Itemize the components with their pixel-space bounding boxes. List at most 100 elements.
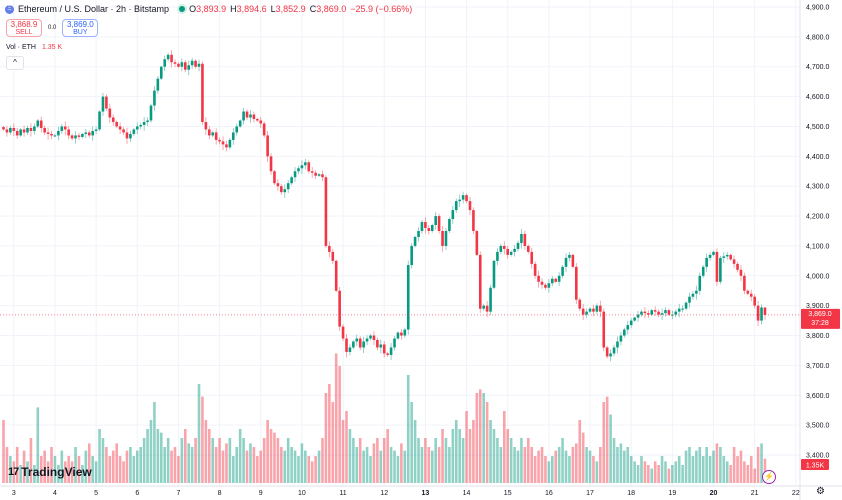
volume-bar: [612, 438, 616, 483]
candle-up: [94, 129, 98, 131]
tradingview-logo[interactable]: 17 TradingView: [8, 465, 92, 479]
candle-up: [496, 251, 499, 261]
volume-bar: [478, 389, 482, 483]
volume-bar: [50, 447, 53, 483]
volume-bar: [475, 393, 479, 483]
candle-up: [561, 266, 564, 276]
volume-bar: [647, 465, 650, 483]
candle-down: [5, 129, 9, 133]
date-tick-label: 5: [94, 490, 98, 497]
volume-legend[interactable]: Vol · ETH 1.35 K: [6, 44, 62, 51]
candle-down: [653, 310, 657, 312]
volume-bar: [283, 450, 287, 483]
candle-up: [317, 174, 321, 176]
candle-down: [108, 108, 112, 118]
market-status-icon[interactable]: [179, 6, 186, 12]
buy-button[interactable]: 3,869.0 BUY: [62, 19, 99, 37]
price-axis[interactable]: 4,900.0 4,800.0 4,700.0 4,600.0 4,500.0 4,400…: [806, 5, 829, 460]
volume-bar: [166, 438, 170, 483]
time-axis[interactable]: 3 4 5 6 7 8 9 10 11 12 13 14 15 16 17 18 19 20 21 22: [12, 490, 800, 497]
lightning-icon[interactable]: ⚡: [762, 470, 776, 484]
date-tick-label: 20: [710, 490, 718, 497]
volume-bar: [544, 456, 547, 483]
candle-down: [715, 251, 719, 282]
volume-bar: [98, 429, 101, 483]
volume-bar: [485, 402, 489, 483]
low-label: L: [270, 4, 276, 14]
volume-bar: [307, 456, 311, 483]
volume-bar: [170, 450, 173, 483]
volume-bar: [636, 465, 640, 483]
volume-bar: [502, 411, 506, 483]
volume-bar: [19, 465, 22, 483]
volume-bar: [547, 461, 551, 483]
symbol-title[interactable]: Ethereum / U.S. Dollar · 2h · Bitstamp: [18, 4, 170, 14]
trade-buttons: 3,868.9 SELL 0.0 3,869.0 BUY: [6, 19, 99, 37]
candle-down: [643, 311, 647, 314]
candle-up: [60, 126, 64, 131]
candle-down: [523, 233, 527, 246]
spread-value: 0.0: [48, 25, 57, 31]
volume-bar: [434, 438, 437, 483]
tradingview-logo-icon: 17: [8, 466, 19, 478]
candle-down: [746, 290, 750, 294]
candle-down: [111, 117, 115, 122]
volume-bar: [629, 456, 633, 483]
buy-label: BUY: [73, 29, 88, 36]
volume-bar: [324, 393, 328, 483]
candle-down: [214, 132, 218, 140]
sell-button[interactable]: 3,868.9 SELL: [6, 19, 42, 37]
volume-bar: [43, 450, 46, 483]
volume-bar: [286, 438, 290, 483]
candle-up: [609, 353, 612, 357]
volume-bar: [420, 447, 424, 483]
candle-up: [393, 338, 396, 348]
volume-bar: [619, 443, 623, 483]
gear-icon[interactable]: ⚙: [816, 486, 825, 497]
volume-bar: [111, 450, 115, 483]
candle-down: [310, 171, 314, 173]
candle-up: [691, 293, 695, 297]
candle-down: [475, 231, 479, 255]
price-tick-label: 3,700.0: [806, 363, 829, 370]
current-price-label: 3,869.0 37:28: [801, 308, 840, 329]
candle-up: [629, 320, 633, 326]
volume-bar: [105, 447, 108, 483]
candle-up: [156, 78, 160, 91]
candle-down: [67, 129, 70, 136]
candle-down: [266, 135, 269, 157]
volume-bar: [129, 447, 132, 483]
volume-bar: [118, 456, 122, 483]
candle-down: [732, 259, 736, 264]
candle-down: [424, 222, 427, 229]
volume-bar: [441, 429, 444, 483]
candle-up: [149, 105, 153, 121]
volume-bar: [599, 447, 602, 483]
volume-bar: [232, 456, 235, 483]
collapse-legend-button[interactable]: ^: [6, 56, 24, 70]
price-tick-label: 3,500.0: [806, 423, 829, 430]
candle-down: [400, 332, 403, 336]
volume-bar: [458, 429, 461, 483]
candle-down: [554, 278, 558, 282]
price-tick-label: 4,600.0: [806, 94, 829, 101]
candle-down: [581, 308, 585, 315]
volume-bar: [108, 456, 112, 483]
volume-bar: [197, 384, 201, 483]
volume-bar: [77, 456, 81, 483]
volume-bar: [465, 411, 468, 483]
candle-down: [50, 133, 53, 136]
candle-down: [386, 353, 389, 355]
candle-down: [485, 305, 489, 312]
volume-bar: [341, 420, 345, 483]
volume-bar: [348, 429, 352, 483]
volume-bar: [36, 407, 40, 483]
volume-bar: [187, 443, 191, 483]
candle-countdown: 37:28: [811, 320, 829, 327]
candle-up: [352, 341, 355, 348]
volume-bar: [602, 402, 606, 483]
volume-bar: [753, 468, 756, 483]
candle-up: [26, 127, 29, 133]
volume-bar: [57, 465, 60, 483]
